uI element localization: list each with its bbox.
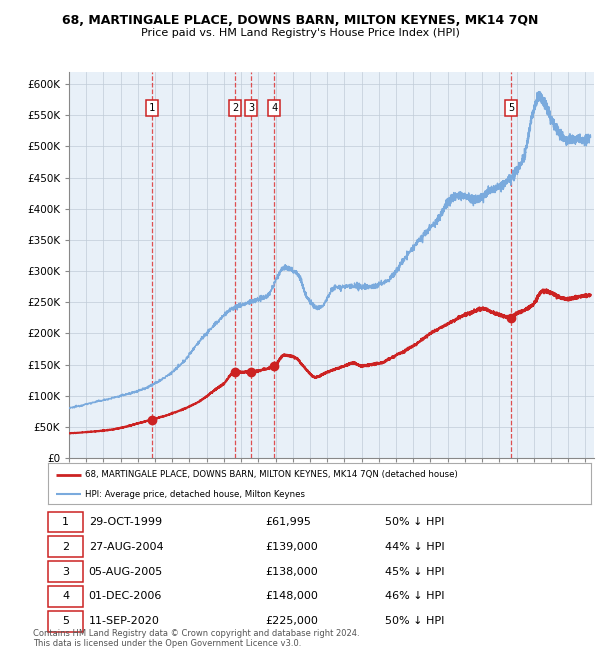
FancyBboxPatch shape — [48, 561, 83, 582]
Text: 01-DEC-2006: 01-DEC-2006 — [89, 592, 162, 601]
Text: 2: 2 — [62, 541, 69, 552]
Text: 27-AUG-2004: 27-AUG-2004 — [89, 541, 163, 552]
Text: 45% ↓ HPI: 45% ↓ HPI — [385, 567, 444, 577]
Text: 11-SEP-2020: 11-SEP-2020 — [89, 616, 160, 626]
Text: 46% ↓ HPI: 46% ↓ HPI — [385, 592, 444, 601]
Text: Contains HM Land Registry data © Crown copyright and database right 2024.
This d: Contains HM Land Registry data © Crown c… — [33, 629, 359, 648]
Text: 44% ↓ HPI: 44% ↓ HPI — [385, 541, 444, 552]
Text: 1: 1 — [62, 517, 69, 527]
Text: 50% ↓ HPI: 50% ↓ HPI — [385, 517, 444, 527]
Text: 68, MARTINGALE PLACE, DOWNS BARN, MILTON KEYNES, MK14 7QN (detached house): 68, MARTINGALE PLACE, DOWNS BARN, MILTON… — [85, 470, 458, 479]
Text: 05-AUG-2005: 05-AUG-2005 — [89, 567, 163, 577]
Text: 3: 3 — [248, 103, 254, 113]
Text: £61,995: £61,995 — [265, 517, 311, 527]
Text: 50% ↓ HPI: 50% ↓ HPI — [385, 616, 444, 626]
FancyBboxPatch shape — [48, 586, 83, 606]
Text: 5: 5 — [508, 103, 514, 113]
Text: £225,000: £225,000 — [265, 616, 318, 626]
Text: 4: 4 — [62, 592, 69, 601]
Text: 68, MARTINGALE PLACE, DOWNS BARN, MILTON KEYNES, MK14 7QN: 68, MARTINGALE PLACE, DOWNS BARN, MILTON… — [62, 14, 538, 27]
Text: 3: 3 — [62, 567, 69, 577]
FancyBboxPatch shape — [48, 536, 83, 557]
Text: Price paid vs. HM Land Registry's House Price Index (HPI): Price paid vs. HM Land Registry's House … — [140, 27, 460, 38]
Text: £138,000: £138,000 — [265, 567, 318, 577]
Text: 4: 4 — [271, 103, 277, 113]
Text: £139,000: £139,000 — [265, 541, 318, 552]
Text: HPI: Average price, detached house, Milton Keynes: HPI: Average price, detached house, Milt… — [85, 489, 305, 499]
Text: 1: 1 — [149, 103, 155, 113]
FancyBboxPatch shape — [48, 512, 83, 532]
Text: 2: 2 — [232, 103, 238, 113]
Text: £148,000: £148,000 — [265, 592, 318, 601]
Text: 29-OCT-1999: 29-OCT-1999 — [89, 517, 162, 527]
Text: 5: 5 — [62, 616, 69, 626]
FancyBboxPatch shape — [48, 611, 83, 632]
